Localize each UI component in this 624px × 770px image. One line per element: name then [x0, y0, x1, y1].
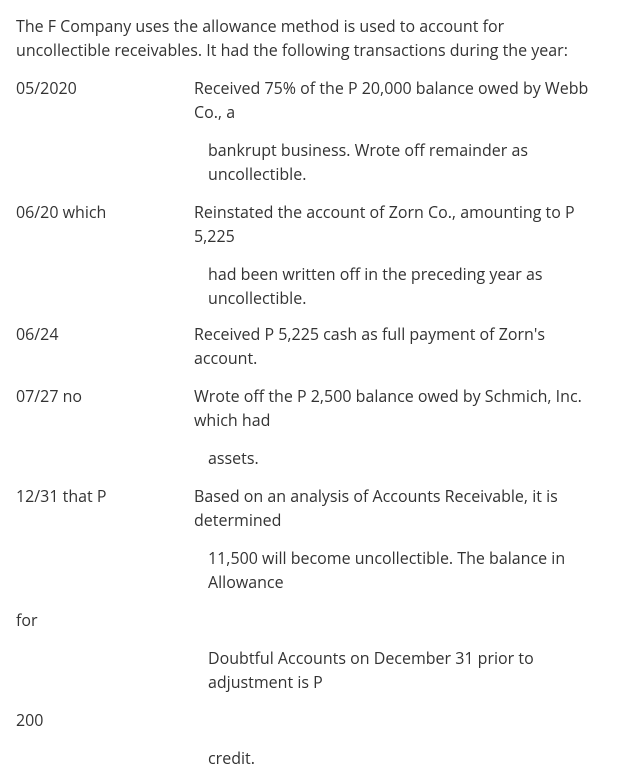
intro-line-2: uncollectible receivables. It had the fo…: [16, 39, 568, 61]
transaction-text: Received P 5,225 cash as full payment of…: [194, 322, 608, 370]
transaction-row: 12/31 that P Based on an analysis of Acc…: [16, 484, 608, 532]
transaction-date: 12/31 that P: [16, 484, 194, 508]
transaction-continuation: assets.: [208, 446, 608, 470]
transaction-row: 06/20 which Reinstated the account of Zo…: [16, 200, 608, 248]
transaction-continuation: 11,500 will become uncollectible. The ba…: [208, 546, 608, 594]
transaction-continuation: had been written off in the preceding ye…: [208, 262, 608, 310]
transaction-row: 200: [16, 708, 608, 732]
intro-line-1: The F Company uses the allowance method …: [16, 15, 504, 37]
transaction-text: Reinstated the account of Zorn Co., amou…: [194, 200, 608, 248]
transaction-text: Wrote off the P 2,500 balance owed by Sc…: [194, 384, 608, 432]
transaction-continuation: Doubtful Accounts on December 31 prior t…: [208, 646, 608, 694]
transaction-date: 200: [16, 708, 194, 732]
transaction-text: Received 75% of the P 20,000 balance owe…: [194, 76, 608, 124]
transaction-date: 05/2020: [16, 76, 194, 100]
transaction-continuation: bankrupt business. Wrote off remainder a…: [208, 138, 608, 186]
transaction-row: 06/24 Received P 5,225 cash as full paym…: [16, 322, 608, 370]
transaction-continuation: credit.: [208, 746, 608, 770]
transaction-date: 06/24: [16, 322, 194, 346]
transaction-text: Based on an analysis of Accounts Receiva…: [194, 484, 608, 532]
transaction-date: 06/20 which: [16, 200, 194, 224]
intro-text: The F Company uses the allowance method …: [16, 14, 608, 62]
transaction-row: for: [16, 608, 608, 632]
transaction-row: 07/27 no Wrote off the P 2,500 balance o…: [16, 384, 608, 432]
transaction-date: for: [16, 608, 194, 632]
transaction-row: 05/2020 Received 75% of the P 20,000 bal…: [16, 76, 608, 124]
transaction-date: 07/27 no: [16, 384, 194, 408]
